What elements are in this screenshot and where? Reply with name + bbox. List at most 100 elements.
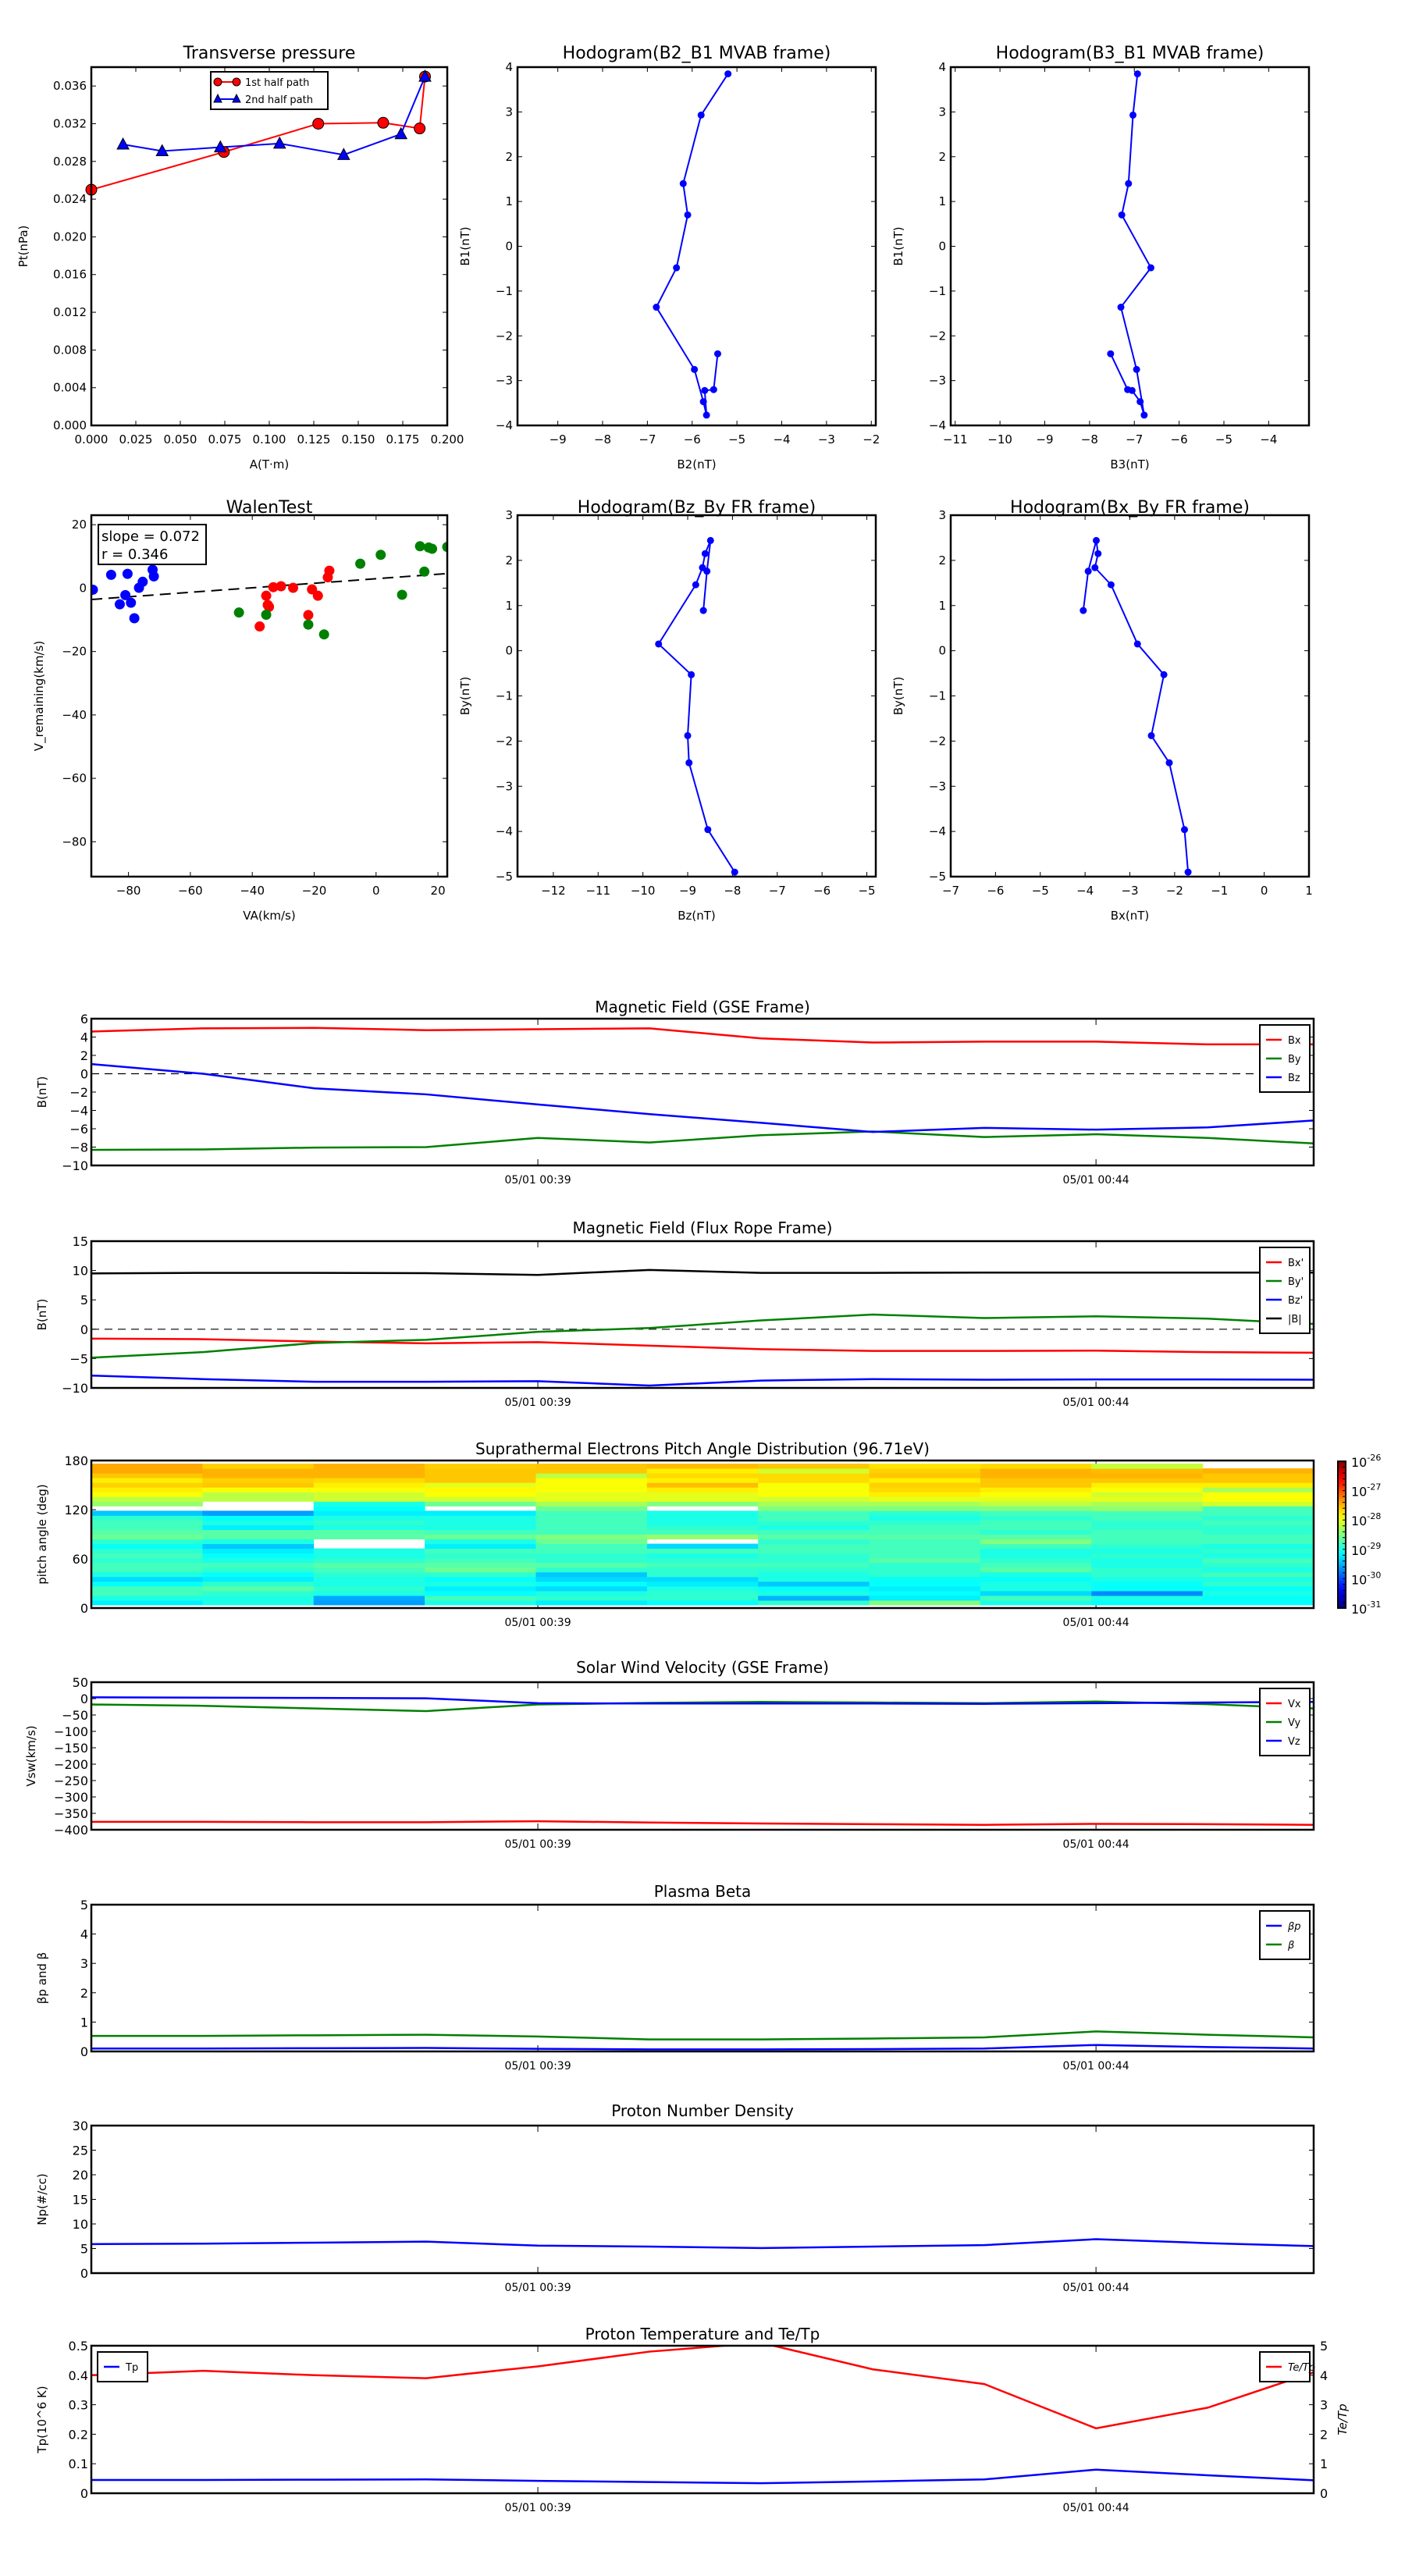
y-tick-label: −100 <box>54 1724 88 1739</box>
heatmap-cell <box>758 1515 870 1521</box>
heatmap-cell <box>91 1567 203 1573</box>
heatmap-cell <box>535 1496 648 1502</box>
heatmap-cell <box>1202 1590 1314 1596</box>
y-axis-label: Tp(10^6 K) <box>35 2386 49 2453</box>
series-line-Te-Tp <box>91 2346 1314 2430</box>
series-line-B3-B1 <box>1109 73 1152 416</box>
y-tick-label: 25 <box>73 2144 88 2158</box>
data-point <box>706 536 714 544</box>
heatmap-cell <box>535 1525 648 1530</box>
plot-frame <box>90 66 449 427</box>
heatmap-cell <box>202 1534 315 1540</box>
heatmap-cell <box>313 1567 425 1573</box>
heatmap-cell <box>91 1520 203 1525</box>
x-tick-label: −80 <box>116 884 141 898</box>
y-tick-label: 0.036 <box>53 79 87 93</box>
data-point <box>701 386 709 394</box>
heatmap-cell <box>758 1487 870 1493</box>
y-tick-label: −150 <box>54 1741 88 1756</box>
heatmap-cell <box>535 1590 648 1596</box>
colorbar-tick-label: 10-31 <box>1351 1599 1381 1617</box>
data-point <box>1092 536 1100 544</box>
heatmap-cell <box>869 1520 981 1525</box>
x-tick-label: 0.000 <box>75 432 108 447</box>
heatmap-cell <box>1202 1487 1314 1493</box>
heatmap-cell <box>425 1529 536 1535</box>
x-axis-label: VA(km/s) <box>243 909 295 923</box>
heatmap-cell <box>202 1478 315 1483</box>
heatmap-cell <box>646 1562 759 1568</box>
x-tick-label: −12 <box>541 884 566 898</box>
y-tick-label: 0 <box>80 1322 88 1337</box>
heatmap-cell <box>646 1548 759 1554</box>
heatmap-cell <box>646 1473 759 1478</box>
heatmap-cell <box>425 1510 536 1516</box>
data-point <box>1165 759 1173 767</box>
heatmap-cell <box>758 1576 870 1582</box>
heatmap-cell <box>869 1464 981 1469</box>
y-tick-label: 4 <box>938 60 946 74</box>
heatmap-cell <box>1202 1482 1314 1488</box>
heatmap-cell <box>1202 1595 1314 1601</box>
data-point <box>685 759 693 767</box>
heatmap-cell <box>980 1585 1092 1592</box>
heatmap-cell <box>91 1562 203 1568</box>
legend-label: β <box>1287 1940 1294 1952</box>
heatmap-cell <box>425 1567 536 1573</box>
x-tick-label: −1 <box>1211 884 1228 898</box>
heatmap-cell <box>758 1599 870 1606</box>
data-point <box>105 569 116 580</box>
y-tick-label: −4 <box>69 1104 88 1119</box>
data-point <box>324 565 335 576</box>
y-tick-label: −40 <box>62 708 87 722</box>
colorbar-tick-label: 10-30 <box>1351 1570 1381 1587</box>
heatmap-cell <box>425 1581 536 1587</box>
y-tick-label: 20 <box>73 2168 88 2183</box>
legend-label: By' <box>1288 1276 1304 1288</box>
heatmap-cell <box>758 1501 870 1507</box>
data-point <box>122 568 133 579</box>
heatmap-cell <box>535 1464 648 1469</box>
x-tick-label: −2 <box>863 432 880 447</box>
heatmap-cell <box>202 1553 315 1559</box>
y-tick-label: 50 <box>73 1675 88 1690</box>
heatmap-cell <box>1202 1581 1314 1587</box>
y-tick-label: 3 <box>505 508 513 522</box>
y-axis-label: By(nT) <box>891 677 905 716</box>
heatmap-cell <box>1091 1520 1204 1525</box>
heatmap-cell <box>869 1529 981 1535</box>
heatmap-cell <box>980 1506 1092 1511</box>
heatmap-cell <box>980 1515 1092 1521</box>
heatmap-cell <box>425 1548 536 1554</box>
legend-box <box>1259 1910 1311 1960</box>
series-line-Bz <box>91 1062 1314 1133</box>
heatmap-cell <box>646 1478 759 1483</box>
heatmap-cell <box>91 1473 203 1478</box>
legend-marker <box>232 77 241 87</box>
heatmap-cell <box>202 1543 315 1550</box>
y-tick-label: 0.020 <box>53 229 87 244</box>
heatmap-cell <box>313 1464 425 1469</box>
heatmap-cell <box>869 1567 981 1573</box>
heatmap-cell <box>535 1482 648 1488</box>
legend-label: 1st half path <box>245 77 309 89</box>
heatmap-cell <box>313 1482 425 1488</box>
colorbar-tick-label: 10-26 <box>1351 1453 1381 1470</box>
data-point <box>268 582 279 592</box>
data-point <box>442 542 447 553</box>
x-tick-label: −7 <box>769 884 786 898</box>
y-tick-label: 20 <box>72 518 87 532</box>
heatmap-cell <box>1202 1529 1314 1535</box>
y2-axis-label: Te/Tp <box>1336 2403 1350 2435</box>
data-point <box>1091 564 1099 571</box>
y-tick-label: −350 <box>54 1806 88 1821</box>
heatmap-cell <box>1202 1553 1314 1559</box>
data-point <box>1140 411 1148 419</box>
chart-hodogram-bz-by: Hodogram(Bz_By FR frame)−12 −11 −10 −9 −8 −7−… <box>458 498 877 923</box>
heatmap-cell <box>202 1576 315 1582</box>
x-tick-label: −6 <box>684 432 701 447</box>
chart-title: Magnetic Field (GSE Frame) <box>595 998 810 1016</box>
heatmap-cell <box>535 1529 648 1535</box>
data-point <box>703 568 711 575</box>
data-point <box>704 826 712 834</box>
